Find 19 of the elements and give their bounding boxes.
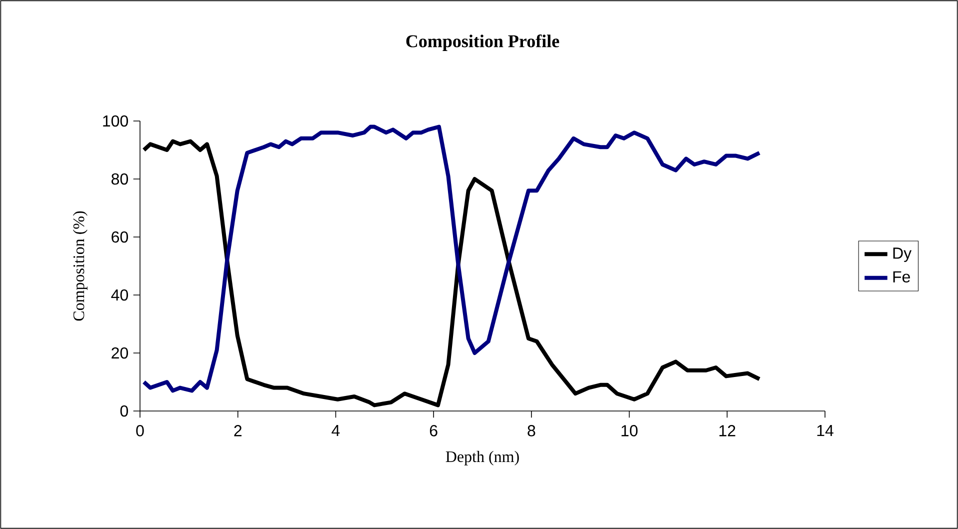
x-tick-label: 12 [719, 425, 736, 436]
y-tick-label: 0 [120, 405, 128, 417]
y-tick-label: 100 [103, 115, 128, 127]
x-axis-title: Depth (nm) [446, 450, 519, 466]
x-tick-label: 14 [817, 425, 834, 436]
y-tick-label: 60 [112, 231, 128, 243]
legend-label: Dy [893, 248, 912, 262]
chart-title: Composition Profile [406, 34, 560, 51]
x-tick-label: 4 [332, 425, 340, 436]
x-tick-label: 6 [430, 425, 438, 436]
y-tick-label: 40 [111, 289, 128, 301]
y-axis-title: Composition (%) [72, 211, 88, 321]
x-tick-label: 0 [136, 425, 144, 436]
y-tick-label: 80 [112, 173, 128, 185]
x-tick-label: 10 [622, 425, 638, 436]
y-tick-label: 20 [112, 347, 128, 359]
x-tick-label: 8 [528, 425, 536, 436]
x-tick-label: 2 [234, 425, 242, 436]
legend-label: Fe [893, 271, 910, 282]
